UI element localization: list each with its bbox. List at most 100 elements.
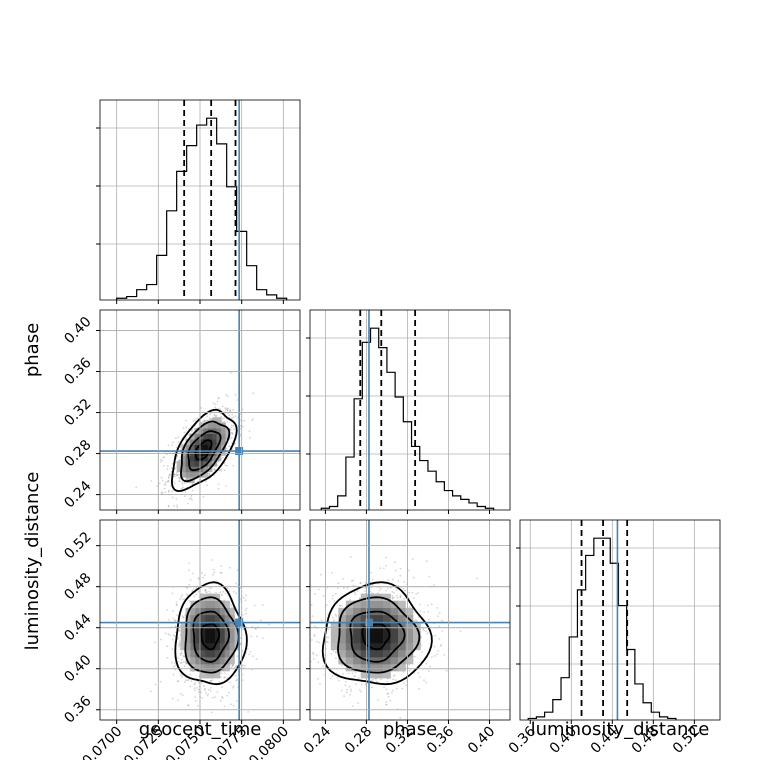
scatter-point bbox=[183, 495, 186, 498]
density-cell bbox=[413, 621, 421, 630]
scatter-point bbox=[135, 486, 138, 489]
scatter-point bbox=[403, 581, 406, 583]
scatter-point bbox=[244, 609, 247, 612]
density-cell bbox=[405, 657, 414, 665]
scatter-point bbox=[179, 456, 182, 459]
scatter-point bbox=[395, 589, 398, 591]
density-cell bbox=[205, 600, 211, 608]
scatter-point bbox=[179, 480, 182, 483]
scatter-point bbox=[209, 413, 212, 416]
scatter-point bbox=[208, 472, 210, 475]
density-cell bbox=[375, 671, 384, 679]
scatter-point bbox=[203, 420, 206, 423]
scatter-point bbox=[181, 653, 184, 655]
density-cell bbox=[353, 664, 361, 672]
scatter-point bbox=[391, 691, 393, 694]
density-cell bbox=[195, 657, 201, 665]
scatter-point bbox=[389, 699, 392, 702]
density-cell bbox=[190, 455, 195, 462]
density-cell bbox=[405, 607, 414, 616]
scatter-point bbox=[394, 561, 396, 564]
scatter-point bbox=[173, 505, 175, 507]
scatter-point bbox=[425, 560, 428, 563]
density-cell bbox=[216, 444, 222, 451]
density-cell bbox=[219, 607, 225, 616]
scatter-point bbox=[166, 645, 169, 648]
scatter-point bbox=[166, 656, 169, 659]
density-cell bbox=[360, 607, 369, 616]
scatter-point bbox=[224, 676, 227, 679]
scatter-point bbox=[252, 417, 255, 420]
scatter-point bbox=[193, 595, 196, 598]
scatter-point bbox=[167, 490, 170, 493]
scatter-point bbox=[439, 645, 442, 647]
y-tick-label: 0.40 bbox=[61, 652, 94, 685]
scatter-point bbox=[346, 587, 349, 589]
contour-line bbox=[192, 610, 231, 663]
scatter-point bbox=[221, 696, 224, 698]
scatter-point bbox=[182, 616, 185, 619]
scatter-point bbox=[179, 448, 182, 451]
scatter-point bbox=[179, 693, 182, 695]
density-cell bbox=[176, 466, 182, 473]
scatter-point bbox=[171, 496, 174, 499]
scatter-point bbox=[200, 407, 203, 409]
density-cell bbox=[203, 422, 208, 429]
scatter-point bbox=[193, 687, 196, 690]
scatter-point bbox=[176, 680, 179, 682]
scatter-point bbox=[344, 684, 347, 686]
scatter-point bbox=[321, 665, 324, 668]
scatter-point bbox=[374, 678, 377, 680]
scatter-point bbox=[417, 672, 419, 674]
scatter-point bbox=[177, 441, 180, 444]
scatter-point bbox=[215, 414, 218, 417]
x-axis-title-phase: phase bbox=[383, 719, 437, 740]
scatter-point bbox=[171, 444, 173, 447]
scatter-point bbox=[210, 711, 213, 714]
scatter-point bbox=[166, 468, 169, 471]
density-cell bbox=[383, 593, 391, 601]
density-cell bbox=[195, 642, 201, 651]
scatter-point bbox=[183, 431, 186, 434]
scatter-point bbox=[219, 571, 222, 574]
scatter-point bbox=[261, 637, 264, 639]
density-cell bbox=[198, 450, 204, 456]
scatter-point bbox=[408, 663, 410, 666]
density-cell bbox=[210, 635, 216, 644]
x-tick-label: 0.28 bbox=[342, 724, 375, 757]
scatter-point bbox=[181, 615, 184, 618]
scatter-point bbox=[343, 695, 345, 698]
scatter-point bbox=[160, 638, 162, 641]
scatter-point bbox=[387, 695, 390, 698]
scatter-point bbox=[415, 593, 418, 595]
density-cell bbox=[176, 460, 182, 467]
scatter-point bbox=[326, 641, 329, 644]
axes-frame bbox=[99, 309, 301, 511]
scatter-point bbox=[174, 467, 177, 470]
density-cell bbox=[345, 628, 354, 637]
scatter-point bbox=[217, 483, 220, 486]
scatter-point bbox=[179, 625, 181, 627]
density-cell bbox=[181, 471, 186, 478]
density-cell bbox=[190, 650, 196, 658]
density-cell bbox=[219, 635, 225, 644]
scatter-point bbox=[210, 418, 213, 420]
scatter-point bbox=[219, 408, 222, 410]
density-cell bbox=[205, 671, 211, 679]
density-cell bbox=[194, 439, 200, 445]
density-cell bbox=[360, 650, 369, 658]
scatter-point bbox=[351, 705, 354, 707]
scatter-point bbox=[201, 697, 204, 699]
scatter-point bbox=[213, 414, 216, 417]
density-cell bbox=[216, 433, 222, 440]
scatter-point bbox=[408, 591, 411, 594]
scatter-point bbox=[443, 654, 446, 656]
scatter-point bbox=[225, 485, 227, 487]
scatter-point bbox=[232, 464, 235, 467]
scatter-point bbox=[181, 481, 184, 484]
scatter-point bbox=[167, 480, 170, 483]
scatter-point bbox=[350, 690, 353, 692]
contour-line bbox=[180, 420, 231, 482]
scatter-point bbox=[305, 662, 307, 664]
scatter-point bbox=[170, 485, 172, 487]
